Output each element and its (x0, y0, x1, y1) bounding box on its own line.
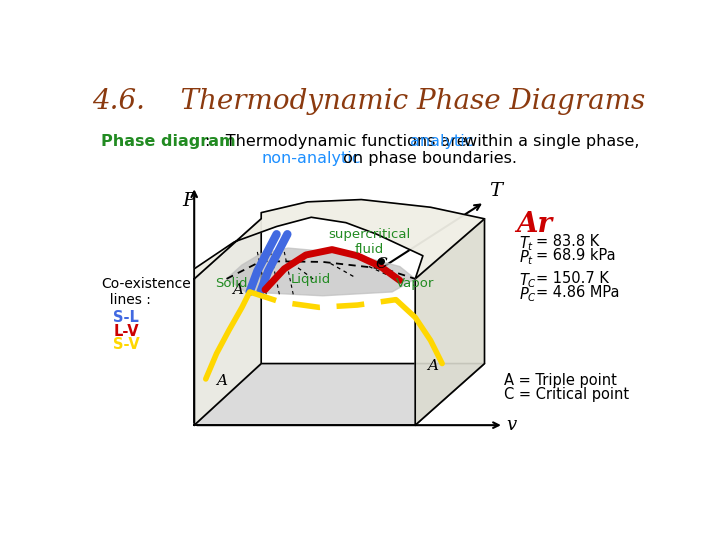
Text: C = Critical point: C = Critical point (504, 387, 629, 402)
Polygon shape (194, 200, 485, 279)
Text: S-L: S-L (113, 309, 139, 325)
Text: Vapor: Vapor (396, 276, 434, 289)
Text: analytic: analytic (410, 134, 474, 149)
Text: 4.6.    Thermodynamic Phase Diagrams: 4.6. Thermodynamic Phase Diagrams (92, 88, 646, 115)
Text: T: T (489, 181, 502, 200)
Text: Liquid: Liquid (290, 273, 330, 286)
Text: = 4.86 MPa: = 4.86 MPa (536, 285, 620, 300)
Text: A = Triple point: A = Triple point (504, 373, 616, 388)
Text: = 83.8 K: = 83.8 K (536, 234, 599, 249)
Text: A: A (232, 284, 243, 298)
Text: Ar: Ar (516, 211, 553, 238)
Text: C: C (375, 257, 387, 271)
Text: $T_C$: $T_C$ (519, 271, 537, 290)
Text: supercritical
fluid: supercritical fluid (328, 228, 410, 256)
Text: A: A (427, 359, 438, 373)
Text: non-analytic: non-analytic (261, 151, 361, 166)
Text: P: P (183, 192, 196, 210)
Text: within a single phase,: within a single phase, (459, 134, 639, 149)
Polygon shape (227, 248, 415, 296)
Text: v: v (506, 416, 516, 434)
Polygon shape (415, 219, 485, 425)
Text: = 150.7 K: = 150.7 K (536, 271, 609, 286)
Polygon shape (194, 363, 485, 425)
Text: A: A (217, 374, 228, 388)
Polygon shape (194, 219, 261, 425)
Text: on phase boundaries.: on phase boundaries. (338, 151, 517, 166)
Text: Co-existence
  lines :: Co-existence lines : (101, 276, 191, 307)
Text: $P_C$: $P_C$ (519, 285, 537, 303)
Text: Solid: Solid (215, 276, 248, 289)
Text: Phase diagram: Phase diagram (101, 134, 235, 149)
Text: L-V: L-V (113, 323, 139, 339)
Text: :   Thermodynamic functions are: : Thermodynamic functions are (204, 134, 472, 149)
Text: S-V: S-V (113, 338, 140, 353)
Text: $T_t$: $T_t$ (519, 234, 534, 253)
Text: $P_t$: $P_t$ (519, 248, 534, 267)
Text: = 68.9 kPa: = 68.9 kPa (536, 248, 616, 263)
